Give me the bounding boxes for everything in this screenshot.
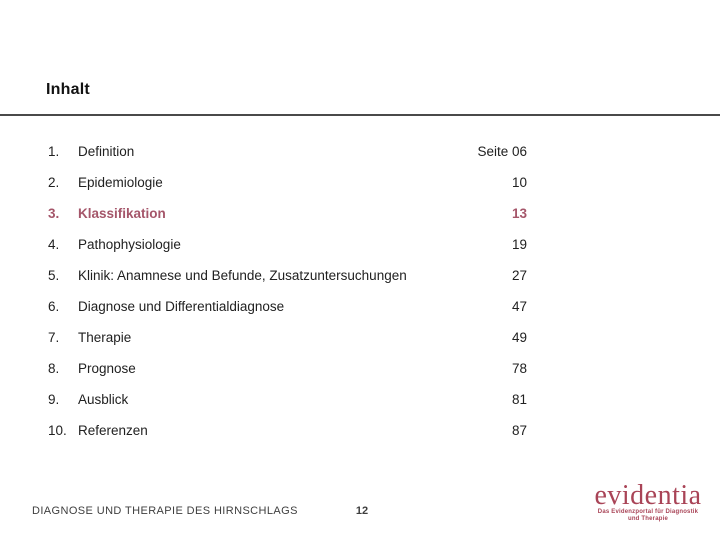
- toc-row: 5. Klinik: Anamnese und Befunde, Zusatzun…: [48, 260, 527, 291]
- evidentia-logo: evidentia Das Evidenzportal für Diagnost…: [582, 482, 714, 523]
- footer-page-number: 12: [355, 505, 369, 517]
- toc-row: 9. Ausblick 81: [48, 384, 527, 415]
- toc-item-page: Seite 06: [477, 144, 527, 159]
- toc-item-label: Klassifikation: [78, 206, 166, 221]
- toc-item-number: 6.: [48, 299, 60, 314]
- toc-item-number: 9.: [48, 392, 60, 407]
- toc-row: 3. Klassifikation 13: [48, 198, 527, 229]
- toc-item-page: 27: [511, 268, 527, 283]
- toc-item-page: 49: [511, 330, 527, 345]
- toc-item-number: 8.: [48, 361, 60, 376]
- toc-item-label: Pathophysiologie: [78, 237, 181, 252]
- toc-row: 7. Therapie 49: [48, 322, 527, 353]
- toc-item-number: 4.: [48, 237, 60, 252]
- toc-item-number: 3.: [48, 206, 60, 221]
- toc-item-number: 1.: [48, 144, 60, 159]
- toc-row: 2. Epidemiologie 10: [48, 167, 527, 198]
- toc-item-number: 2.: [48, 175, 60, 190]
- logo-tagline-line1: Das Evidenzportal für Diagnostik: [597, 509, 699, 515]
- toc-row: 10. Referenzen 87: [48, 415, 527, 446]
- toc-row: 4. Pathophysiologie 19: [48, 229, 527, 260]
- toc-item-page: 19: [511, 237, 527, 252]
- page-title: Inhalt: [46, 81, 90, 98]
- toc-item-page: 13: [511, 206, 527, 221]
- toc-row: 1. Definition Seite 06: [48, 136, 527, 167]
- toc-item-number: 7.: [48, 330, 60, 345]
- toc-item-label: Klinik: Anamnese und Befunde, Zusatzunte…: [78, 268, 407, 283]
- toc-item-page: 10: [511, 175, 527, 190]
- toc-item-label: Therapie: [78, 330, 132, 345]
- toc-row: 6. Diagnose und Differentialdiagnose 47: [48, 291, 527, 322]
- toc-row: 8. Prognose 78: [48, 353, 527, 384]
- toc-item-page: 47: [511, 299, 527, 314]
- toc-item-page: 87: [511, 423, 527, 438]
- toc-list: 1. Definition Seite 06 2. Epidemiologie 10 3. K…: [48, 136, 527, 446]
- toc-item-number: 5.: [48, 268, 60, 283]
- toc-item-label: Referenzen: [78, 423, 148, 438]
- toc-item-label: Ausblick: [78, 392, 129, 407]
- toc-item-label: Prognose: [78, 361, 136, 376]
- logo-wordmark: evidentia: [594, 480, 702, 511]
- footer-deck-title: DIAGNOSE UND THERAPIE DES HIRNSCHLAGS: [32, 505, 298, 517]
- title-divider: [0, 114, 720, 116]
- toc-item-label: Epidemiologie: [78, 175, 163, 190]
- logo-tagline-line2: und Therapie: [627, 516, 669, 522]
- toc-item-label: Diagnose und Differentialdiagnose: [78, 299, 285, 314]
- toc-item-number: 10.: [48, 423, 67, 438]
- toc-item-page: 81: [511, 392, 527, 407]
- toc-item-page: 78: [511, 361, 527, 376]
- toc-item-label: Definition: [78, 144, 135, 159]
